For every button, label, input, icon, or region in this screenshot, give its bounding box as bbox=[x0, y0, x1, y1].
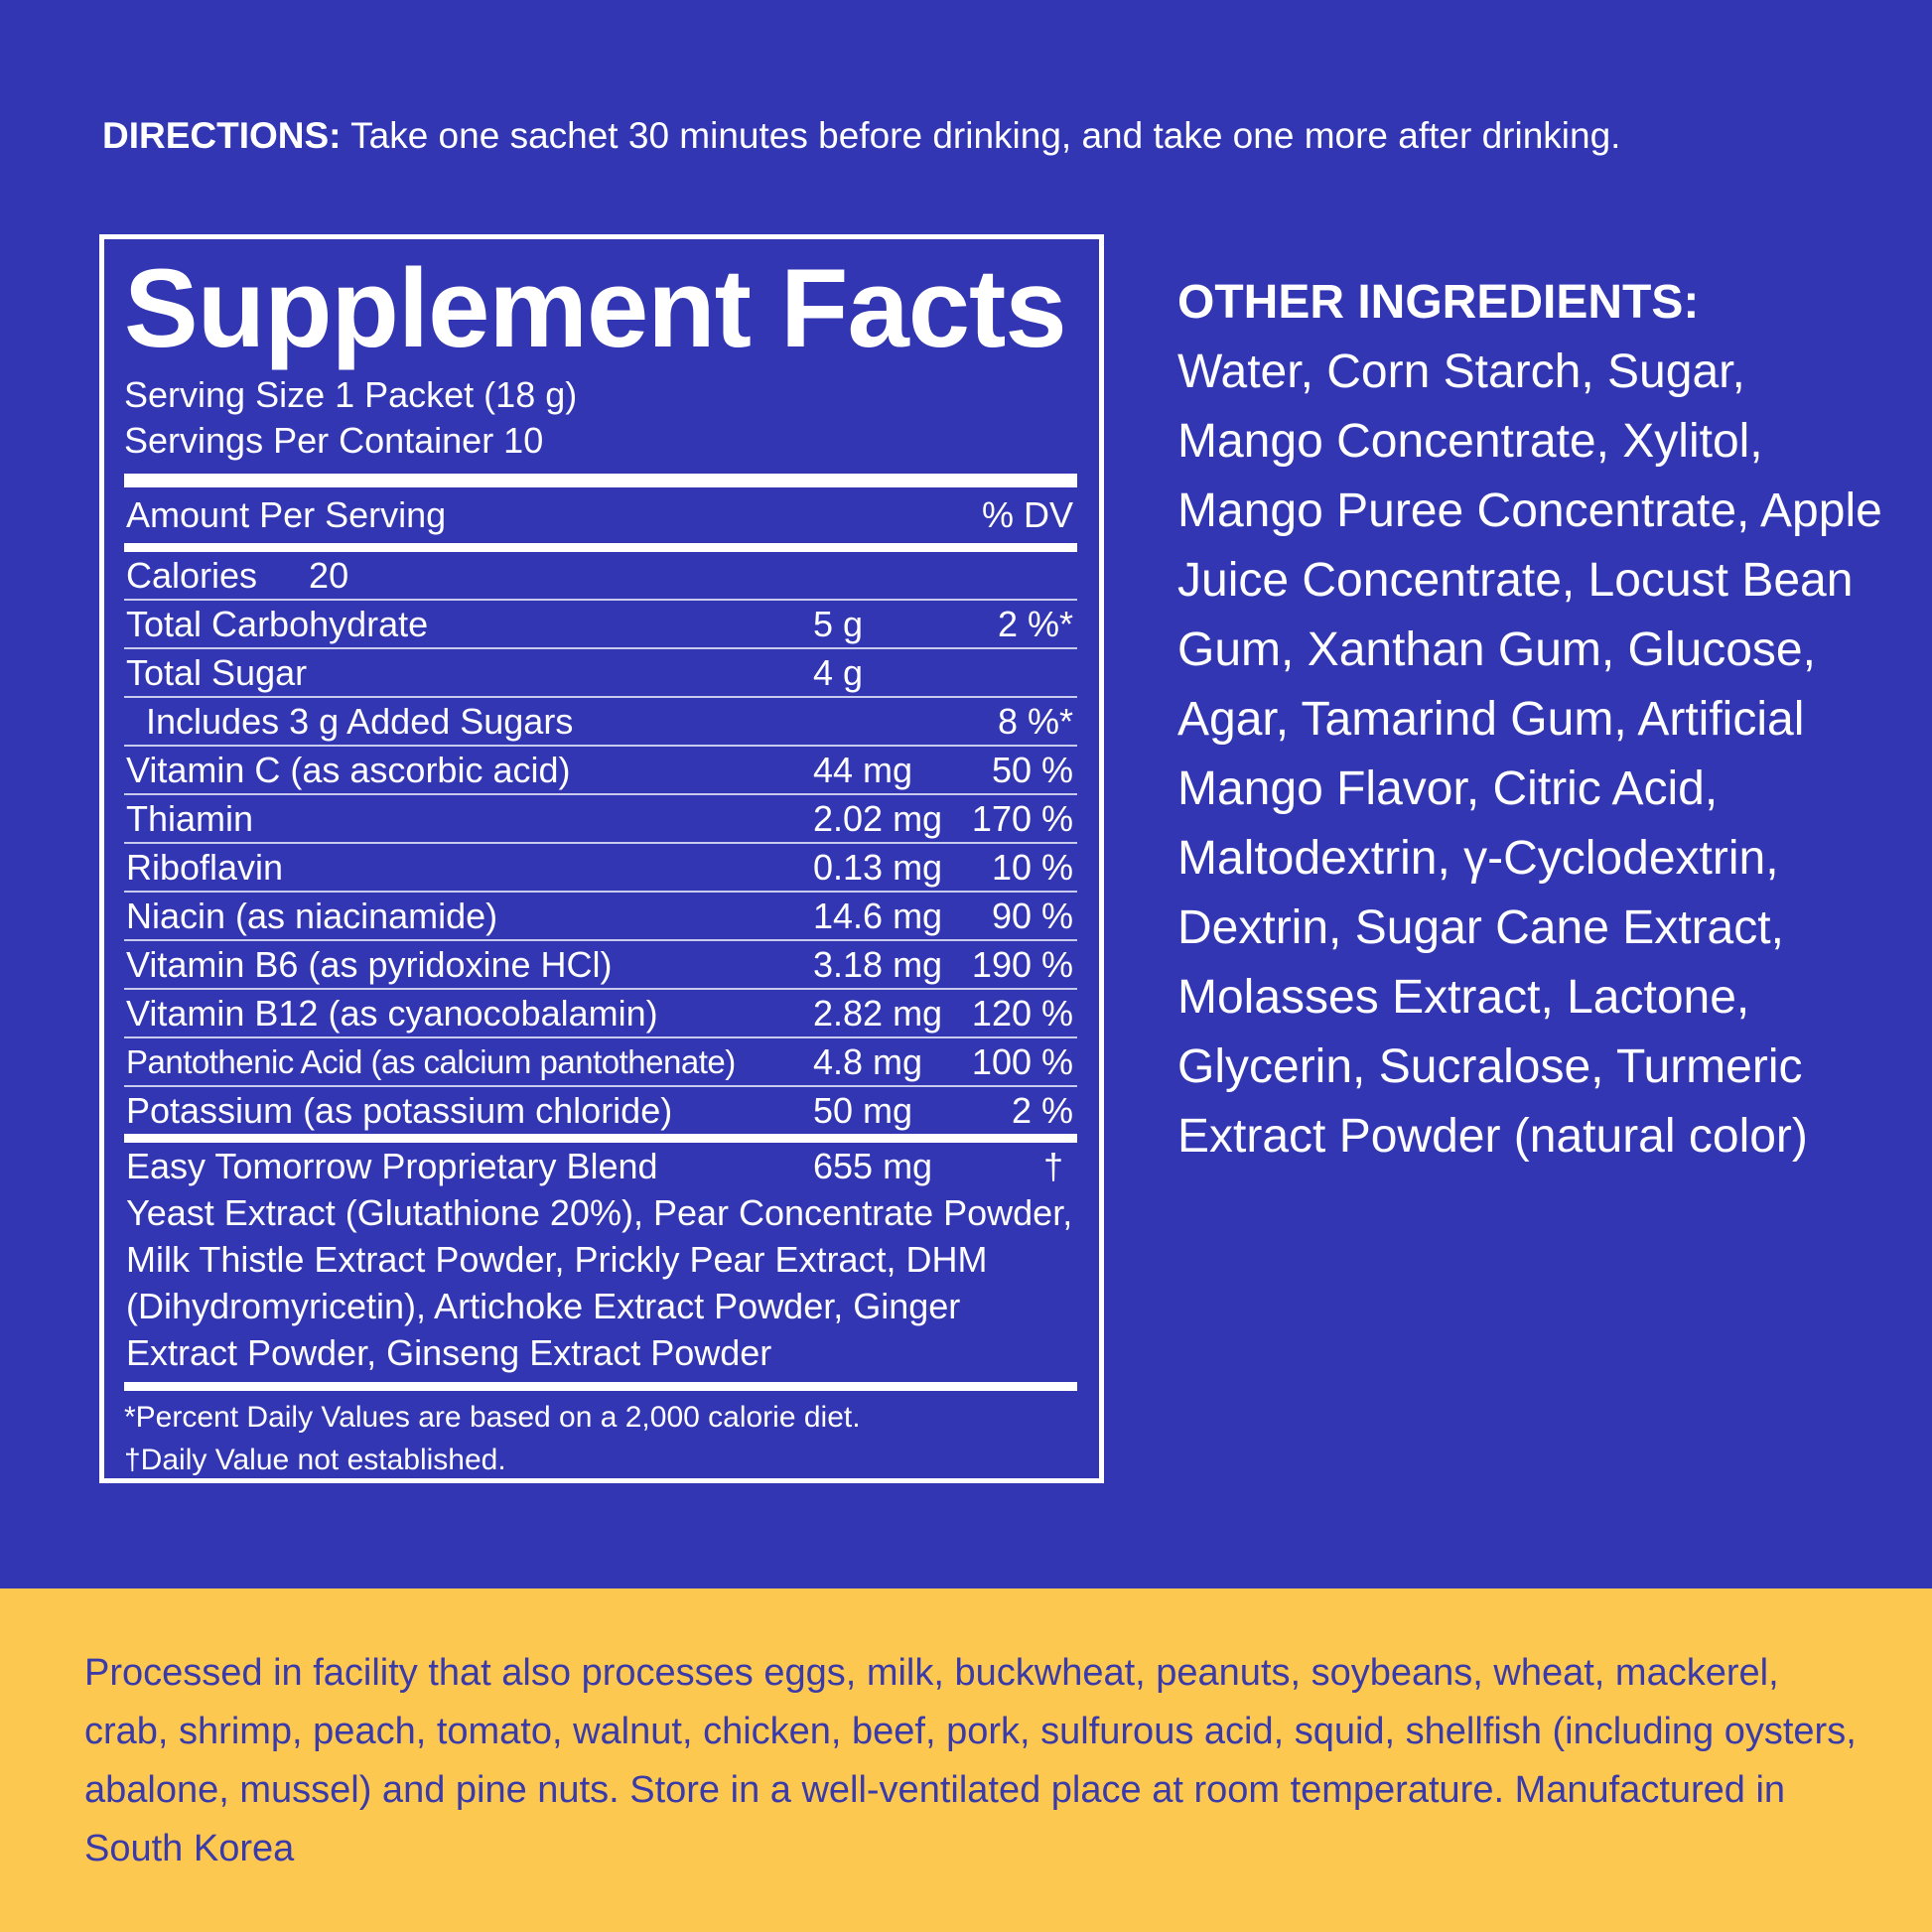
nutrient-amount: 44 mg bbox=[813, 750, 913, 790]
nutrient-name: Vitamin C (as ascorbic acid) bbox=[126, 750, 571, 790]
nutrient-dv: 120 % bbox=[971, 993, 1073, 1034]
nutrient-name: Includes 3 g Added Sugars bbox=[146, 701, 574, 742]
nutrient-amount: 4 g bbox=[813, 652, 864, 693]
nutrient-dv: 170 % bbox=[971, 798, 1073, 839]
nutrient-name: Potassium (as potassium chloride) bbox=[126, 1090, 673, 1131]
directions-text: Take one sachet 30 minutes before drinki… bbox=[350, 115, 1621, 156]
nutrient-dv: 190 % bbox=[971, 944, 1073, 985]
dv-header: % DV bbox=[981, 494, 1073, 535]
nutrient-row: Potassium (as potassium chloride) 50 mg … bbox=[124, 1087, 1077, 1134]
nutrient-row: Total Carbohydrate 5 g 2 %* bbox=[124, 601, 1077, 649]
nutrient-name: Total Carbohydrate bbox=[126, 604, 429, 644]
serving-size: Serving Size 1 Packet (18 g) bbox=[124, 374, 578, 415]
blend-name: Easy Tomorrow Proprietary Blend bbox=[126, 1146, 658, 1186]
nutrient-dv: 8 %* bbox=[997, 701, 1073, 742]
nutrient-row: Total Sugar 4 g bbox=[124, 649, 1077, 698]
allergen-notice: Processed in facility that also processe… bbox=[0, 1588, 1932, 1932]
nutrient-row: Vitamin B6 (as pyridoxine HCl) 3.18 mg 1… bbox=[124, 941, 1077, 990]
other-ingredients: OTHER INGREDIENTS: Water, Corn Starch, S… bbox=[1177, 268, 1892, 1172]
nutrient-name: Niacin (as niacinamide) bbox=[126, 896, 498, 936]
nutrient-dv: 100 % bbox=[971, 1041, 1073, 1082]
nutrient-amount: 2.02 mg bbox=[813, 798, 943, 839]
directions-label: DIRECTIONS: bbox=[102, 115, 342, 156]
nutrient-row: Includes 3 g Added Sugars 8 %* bbox=[124, 698, 1077, 747]
divider-medium bbox=[124, 1382, 1077, 1391]
servings-per-container: Servings Per Container 10 bbox=[124, 420, 544, 461]
nutrient-row: Vitamin B12 (as cyanocobalamin) 2.82 mg … bbox=[124, 990, 1077, 1038]
divider-thick bbox=[124, 474, 1077, 487]
allergen-notice-text: Processed in facility that also processe… bbox=[84, 1652, 1857, 1869]
calories-row: Calories 20 bbox=[124, 552, 1077, 601]
nutrient-name: Pantothenic Acid (as calcium pantothenat… bbox=[126, 1043, 736, 1080]
footnote-dagger: †Daily Value not established. bbox=[124, 1444, 506, 1476]
calories-value: 20 bbox=[309, 555, 349, 596]
facts-title: Supplement Facts bbox=[124, 246, 1067, 370]
blend-amount: 655 mg bbox=[813, 1146, 933, 1186]
nutrient-dv: 10 % bbox=[991, 847, 1073, 888]
nutrient-row: Pantothenic Acid (as calcium pantothenat… bbox=[124, 1038, 1077, 1087]
nutrient-name: Riboflavin bbox=[126, 847, 284, 888]
amount-header-row: Amount Per Serving % DV bbox=[124, 487, 1077, 543]
nutrient-row: Riboflavin 0.13 mg 10 % bbox=[124, 844, 1077, 893]
nutrient-name: Total Sugar bbox=[126, 652, 308, 693]
nutrient-dv: 50 % bbox=[991, 750, 1073, 790]
nutrient-amount: 50 mg bbox=[813, 1090, 913, 1131]
nutrient-amount: 5 g bbox=[813, 604, 864, 644]
divider-medium bbox=[124, 1134, 1077, 1143]
nutrient-dv: 2 %* bbox=[997, 604, 1073, 644]
other-ingredients-title: OTHER INGREDIENTS: bbox=[1177, 276, 1700, 329]
nutrient-amount: 4.8 mg bbox=[813, 1041, 923, 1082]
nutrient-dv: 2 % bbox=[1011, 1090, 1073, 1131]
blend-dv: † bbox=[1042, 1146, 1063, 1186]
nutrient-amount: 2.82 mg bbox=[813, 993, 943, 1034]
nutrient-row: Vitamin C (as ascorbic acid) 44 mg 50 % bbox=[124, 747, 1077, 795]
nutrient-row: Thiamin 2.02 mg 170 % bbox=[124, 795, 1077, 844]
supplement-facts-panel: Supplement Facts Serving Size 1 Packet (… bbox=[99, 234, 1104, 1483]
nutrient-name: Thiamin bbox=[126, 798, 254, 839]
nutrient-row: Niacin (as niacinamide) 14.6 mg 90 % bbox=[124, 893, 1077, 941]
nutrient-name: Vitamin B12 (as cyanocobalamin) bbox=[126, 993, 658, 1034]
divider-medium bbox=[124, 543, 1077, 552]
amount-header: Amount Per Serving bbox=[126, 494, 447, 535]
nutrient-amount: 3.18 mg bbox=[813, 944, 943, 985]
calories-label: Calories bbox=[126, 555, 258, 596]
footnote-dv: *Percent Daily Values are based on a 2,0… bbox=[124, 1401, 861, 1434]
nutrient-name: Vitamin B6 (as pyridoxine HCl) bbox=[126, 944, 613, 985]
blend-row: Easy Tomorrow Proprietary Blend 655 mg † bbox=[124, 1143, 1077, 1189]
other-ingredients-text: Water, Corn Starch, Sugar, Mango Concent… bbox=[1177, 345, 1882, 1163]
blend-ingredients: Yeast Extract (Glutathione 20%), Pear Co… bbox=[126, 1192, 1073, 1373]
nutrient-amount: 14.6 mg bbox=[813, 896, 943, 936]
nutrient-dv: 90 % bbox=[991, 896, 1073, 936]
nutrient-amount: 0.13 mg bbox=[813, 847, 943, 888]
directions: DIRECTIONS: Take one sachet 30 minutes b… bbox=[102, 111, 1909, 161]
